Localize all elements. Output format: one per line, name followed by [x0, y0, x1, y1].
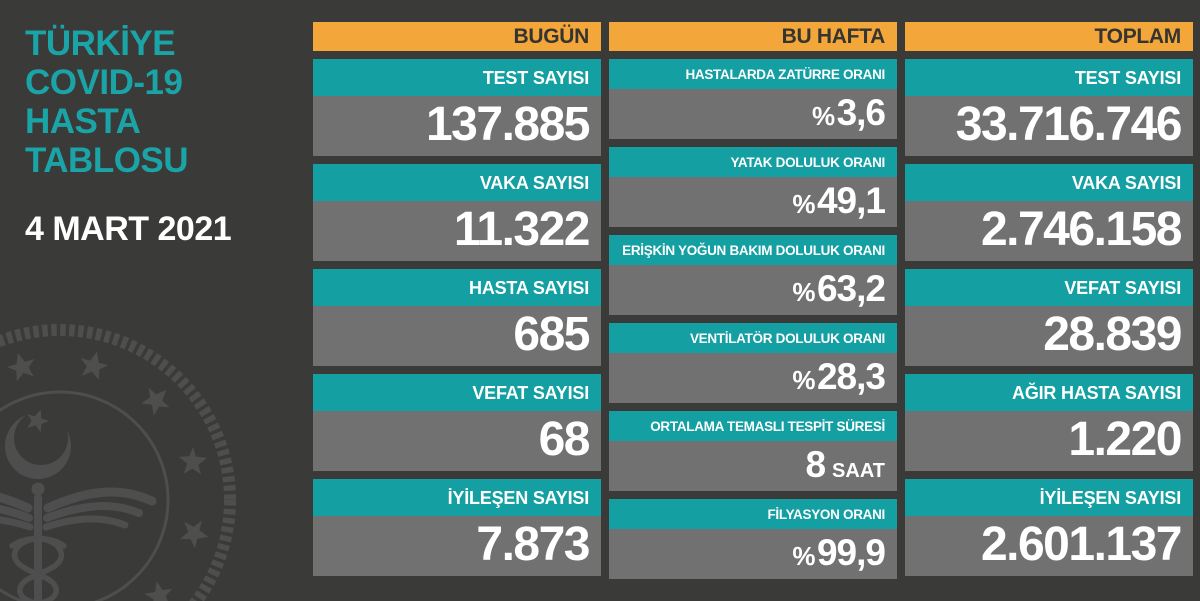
stat-value: %49,1 [609, 177, 897, 227]
health-ministry-emblem-icon [0, 324, 236, 601]
column-bu-hafta: BU HAFTA HASTALARDA ZATÜRRE ORANI %3,6 Y… [609, 22, 897, 587]
emblem-rope-border [0, 324, 236, 601]
bugun-vefat-sayisi-block: VEFAT SAYISI 68 [313, 374, 601, 471]
stat-value-prefix: % [792, 541, 815, 571]
hafta-zaturre-orani-block: HASTALARDA ZATÜRRE ORANI %3,6 [609, 59, 897, 139]
toplam-test-sayisi-block: TEST SAYISI 33.716.746 [905, 59, 1193, 156]
column-header-bugun: BUGÜN [313, 22, 601, 51]
stat-value: 2.746.158 [905, 201, 1193, 261]
stat-label: VEFAT SAYISI [313, 374, 601, 411]
stat-value-number: 63,2 [816, 268, 886, 309]
stat-value-number: 8 [805, 444, 826, 485]
report-date: 4 MART 2021 [25, 210, 232, 248]
stat-value-prefix: % [792, 189, 815, 219]
toplam-vefat-sayisi-block: VEFAT SAYISI 28.839 [905, 269, 1193, 366]
toplam-vaka-sayisi-block: VAKA SAYISI 2.746.158 [905, 164, 1193, 261]
stat-value: 33.716.746 [905, 96, 1193, 156]
stat-label: YATAK DOLULUK ORANI [609, 147, 897, 177]
column-toplam: TOPLAM TEST SAYISI 33.716.746 VAKA SAYIS… [905, 22, 1193, 587]
stat-value: 137.885 [313, 96, 601, 156]
stat-value-number: 49,1 [816, 180, 886, 221]
column-bugun: BUGÜN TEST SAYISI 137.885 VAKA SAYISI 11… [313, 22, 601, 587]
stat-label: VEFAT SAYISI [905, 269, 1193, 306]
toplam-agir-hasta-sayisi-block: AĞIR HASTA SAYISI 1.220 [905, 374, 1193, 471]
hafta-yogun-bakim-doluluk-block: ERİŞKİN YOĞUN BAKIM DOLULUK ORANI %63,2 [609, 235, 897, 315]
page-title-line: TABLOSU [25, 141, 189, 180]
stat-label: VENTİLATÖR DOLULUK ORANI [609, 323, 897, 353]
hafta-filyasyon-orani-block: FİLYASYON ORANI %99,9 [609, 499, 897, 579]
stat-label: VAKA SAYISI [905, 164, 1193, 201]
stat-value: %28,3 [609, 353, 897, 403]
crescent-star-icon [5, 406, 71, 479]
stat-label: AĞIR HASTA SAYISI [905, 374, 1193, 411]
bugun-test-sayisi-block: TEST SAYISI 137.885 [313, 59, 601, 156]
page-title-line: TÜRKİYE [25, 24, 176, 63]
caduceus-icon [0, 482, 157, 601]
stat-value-number: 99,9 [816, 532, 886, 573]
stat-label: TEST SAYISI [905, 59, 1193, 96]
stat-label: İYİLEŞEN SAYISI [313, 479, 601, 516]
stat-value: %63,2 [609, 265, 897, 315]
stat-value: %3,6 [609, 89, 897, 139]
stat-label: VAKA SAYISI [313, 164, 601, 201]
stat-value-prefix: % [792, 365, 815, 395]
hafta-ventilator-doluluk-block: VENTİLATÖR DOLULUK ORANI %28,3 [609, 323, 897, 403]
stat-label: FİLYASYON ORANI [609, 499, 897, 529]
stat-label: ERİŞKİN YOĞUN BAKIM DOLULUK ORANI [609, 235, 897, 265]
stat-value: %99,9 [609, 529, 897, 579]
stats-board: BUGÜN TEST SAYISI 137.885 VAKA SAYISI 11… [313, 22, 1193, 587]
bugun-vaka-sayisi-block: VAKA SAYISI 11.322 [313, 164, 601, 261]
stat-value: 1.220 [905, 411, 1193, 471]
stat-label: İYİLEŞEN SAYISI [905, 479, 1193, 516]
stat-value-number: 3,6 [836, 92, 886, 133]
column-header-toplam: TOPLAM [905, 22, 1193, 51]
stat-value: 2.601.137 [905, 516, 1193, 576]
stat-value-prefix: % [811, 101, 835, 131]
stat-value: 28.839 [905, 306, 1193, 366]
stat-value-prefix: % [792, 277, 815, 307]
page-title-line: HASTA [25, 102, 141, 141]
stat-value: 685 [313, 306, 601, 366]
hafta-temasli-tespit-suresi-block: ORTALAMA TEMASLI TESPİT SÜRESİ 8 SAAT [609, 411, 897, 491]
stat-label: HASTA SAYISI [313, 269, 601, 306]
stat-value: 11.322 [313, 201, 601, 261]
emblem-inner-ring [0, 390, 170, 601]
stat-value: 68 [313, 411, 601, 471]
page-title: TÜRKİYE COVID-19 HASTA TABLOSU [25, 24, 189, 180]
stat-label: HASTALARDA ZATÜRRE ORANI [609, 59, 897, 89]
stat-value: 7.873 [313, 516, 601, 576]
stat-value: 8 SAAT [609, 441, 897, 491]
bugun-iyilesen-sayisi-block: İYİLEŞEN SAYISI 7.873 [313, 479, 601, 576]
page-title-line: COVID-19 [25, 63, 183, 102]
stat-value-suffix: SAAT [832, 460, 885, 482]
stat-label: TEST SAYISI [313, 59, 601, 96]
stat-value-number: 28,3 [816, 356, 886, 397]
column-header-bu-hafta: BU HAFTA [609, 22, 897, 51]
bugun-hasta-sayisi-block: HASTA SAYISI 685 [313, 269, 601, 366]
hafta-yatak-doluluk-block: YATAK DOLULUK ORANI %49,1 [609, 147, 897, 227]
stat-label: ORTALAMA TEMASLI TESPİT SÜRESİ [609, 411, 897, 441]
toplam-iyilesen-sayisi-block: İYİLEŞEN SAYISI 2.601.137 [905, 479, 1193, 576]
